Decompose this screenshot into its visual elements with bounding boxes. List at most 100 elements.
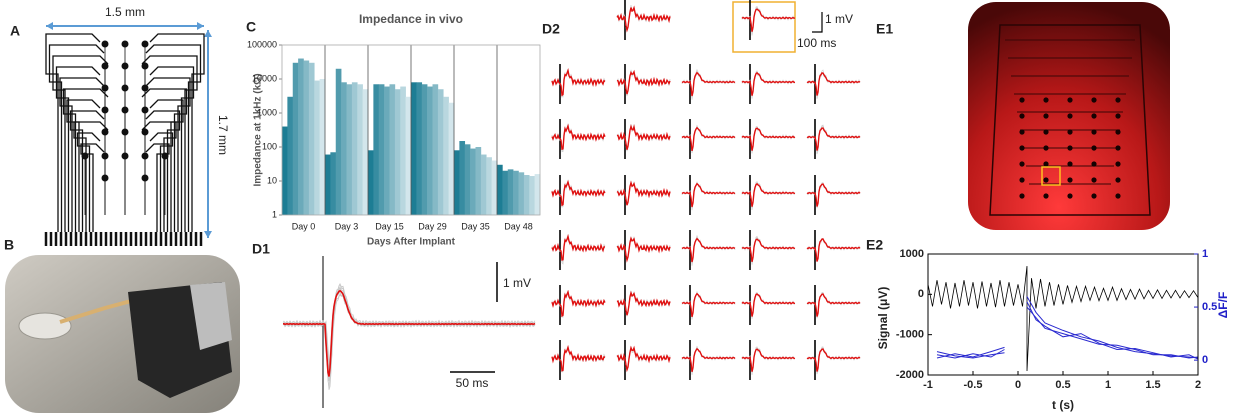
mean-trace	[741, 348, 796, 372]
trace	[149, 132, 174, 232]
panel-label: A	[10, 23, 20, 39]
mean-trace	[806, 293, 861, 317]
mean-trace	[681, 292, 736, 318]
electrode	[1067, 113, 1073, 119]
electrode	[1115, 145, 1121, 151]
mean-trace	[741, 8, 796, 32]
y-tick-label: -2000	[896, 369, 924, 381]
electrode	[1067, 193, 1073, 199]
bar	[534, 174, 541, 215]
mean-trace	[806, 72, 861, 96]
trace	[69, 110, 105, 232]
bar	[502, 170, 509, 215]
bar	[330, 152, 337, 215]
bar	[362, 89, 369, 215]
electrode	[1067, 145, 1073, 151]
highlight-box	[732, 1, 796, 53]
y-tick-label: 10000	[252, 73, 277, 83]
electrode	[1091, 113, 1097, 119]
fluorescence-trace	[936, 301, 1199, 360]
scale-label: 1.5 mm	[105, 5, 145, 19]
electrode	[1115, 193, 1121, 199]
panel-label: E2	[866, 237, 883, 253]
bar	[470, 148, 476, 215]
mean-trace	[806, 183, 861, 207]
electrode	[1019, 129, 1025, 135]
trace	[149, 33, 205, 232]
electrode	[1115, 129, 1121, 135]
electrode	[1115, 161, 1121, 167]
mean-trace	[551, 234, 605, 261]
electrode	[1067, 129, 1073, 135]
signal-trace	[927, 266, 1199, 372]
mean-trace	[741, 182, 796, 207]
mean-trace	[681, 347, 736, 372]
trace	[59, 77, 105, 232]
mean-trace	[551, 67, 606, 97]
electrode	[1019, 97, 1025, 103]
y-axis-label: Signal (μV)	[876, 287, 890, 350]
bar	[400, 86, 406, 216]
scale-label: 1 mV	[503, 276, 531, 290]
y-tick-label: 1000	[257, 107, 277, 117]
dish	[18, 312, 72, 340]
scale-label: 1 mV	[825, 12, 853, 26]
bar	[529, 176, 535, 215]
trace	[145, 110, 181, 232]
scale-label: 100 ms	[797, 36, 836, 50]
trace	[80, 143, 105, 232]
electrode	[1043, 145, 1049, 151]
trace	[149, 66, 195, 232]
y2-tick-label: 1	[1202, 248, 1208, 260]
x-tick-label: 1	[1105, 379, 1111, 391]
electrode	[1067, 177, 1073, 183]
bar	[507, 169, 514, 215]
electrode	[1067, 161, 1073, 167]
y-tick-label: 1	[272, 209, 277, 219]
bar	[443, 96, 449, 215]
bar	[416, 82, 423, 215]
bar	[287, 96, 294, 215]
bar	[427, 86, 433, 216]
mean-trace	[616, 345, 671, 373]
electrode	[1067, 97, 1073, 103]
electrode	[1091, 129, 1097, 135]
mean-trace	[741, 127, 796, 151]
y2-axis-label: ΔF/F	[1216, 292, 1230, 319]
y-tick-label: 100000	[247, 39, 277, 49]
bar	[513, 170, 519, 215]
bar	[486, 157, 492, 215]
mean-trace	[616, 180, 671, 206]
mean-trace	[806, 238, 861, 262]
mean-trace	[551, 123, 606, 151]
y-tick-label: 100	[262, 141, 277, 151]
electrode	[1115, 113, 1121, 119]
electrode	[1091, 193, 1097, 199]
x-axis-label: Days After Implant	[367, 237, 456, 248]
x-tick-label: 2	[1195, 379, 1201, 391]
x-tick-label: 0	[1015, 379, 1021, 391]
electrode	[1019, 113, 1025, 119]
trial-trace	[282, 286, 536, 376]
bar	[464, 144, 471, 215]
electrode	[1091, 145, 1097, 151]
electrode	[1043, 97, 1049, 103]
bar	[282, 126, 288, 215]
mean-trace	[616, 69, 671, 95]
bar	[394, 89, 401, 215]
bar	[491, 160, 498, 215]
trace	[62, 88, 109, 232]
bar	[357, 84, 363, 216]
ribbon-cable	[59, 298, 136, 324]
x-tick-label: Day 48	[504, 221, 533, 231]
bar	[437, 89, 444, 215]
y-tick-label: 1000	[900, 248, 924, 260]
mean-trace	[616, 5, 671, 33]
x-tick-label: -0.5	[964, 379, 983, 391]
mean-trace	[616, 290, 671, 316]
panel-label: E1	[876, 21, 893, 37]
bar	[405, 96, 412, 215]
mean-trace	[741, 238, 796, 262]
scale-label: 1.7 mm	[216, 115, 230, 155]
frame	[989, 24, 1151, 216]
